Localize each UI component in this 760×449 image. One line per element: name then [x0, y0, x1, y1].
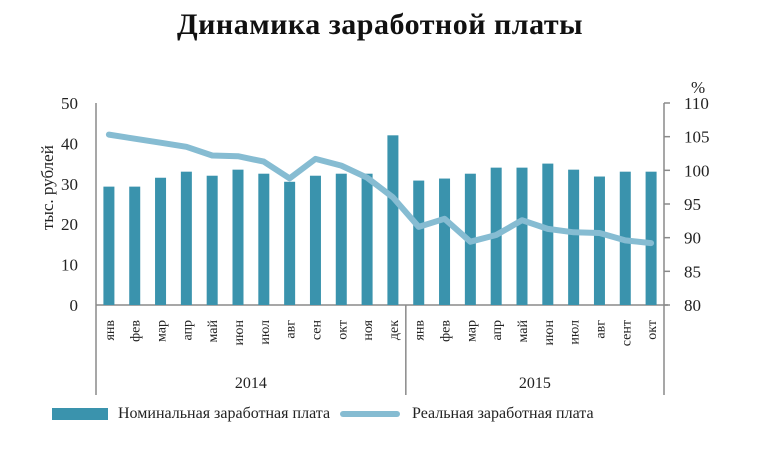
bar-nominal: [542, 163, 554, 305]
bar-nominal: [335, 173, 347, 305]
bar-nominal: [593, 176, 605, 305]
bar-nominal: [645, 171, 657, 305]
month-label: сен: [309, 319, 324, 340]
month-label: окт: [335, 320, 350, 340]
month-label: май: [206, 320, 221, 343]
left-tick-label: 40: [61, 134, 78, 153]
left-tick-label: 0: [70, 296, 79, 315]
right-tick-label: 95: [684, 195, 701, 214]
month-label: авг: [593, 320, 608, 339]
bar-nominal: [155, 177, 167, 305]
month-label: апр: [490, 320, 505, 341]
left-tick-label: 30: [61, 175, 78, 194]
legend-real-swatch: [340, 411, 401, 417]
bar-nominal: [361, 173, 373, 305]
right-tick-label: 110: [684, 94, 709, 113]
month-label: апр: [180, 320, 195, 341]
bar-nominal: [413, 180, 425, 305]
month-label: авг: [284, 320, 299, 339]
bar-nominal: [516, 167, 528, 305]
right-axis-unit: %: [691, 78, 705, 97]
right-tick-label: 90: [684, 229, 701, 248]
line-real: [105, 131, 655, 247]
month-label: сент: [619, 320, 634, 346]
month-label: янв: [103, 320, 118, 341]
month-label: июн: [232, 320, 247, 346]
left-tick-label: 50: [61, 94, 78, 113]
bar-nominal: [258, 173, 270, 305]
bar-nominal: [180, 171, 192, 305]
month-label: окт: [645, 320, 660, 340]
year-label: 2014: [235, 375, 267, 392]
bar-nominal: [439, 178, 451, 305]
month-label: июл: [568, 320, 583, 345]
bar-nominal: [568, 169, 580, 305]
month-label: фев: [439, 320, 454, 342]
y-axis-label: тыс. рублей: [38, 145, 57, 230]
right-tick-label: 85: [684, 262, 701, 281]
month-label: дек: [387, 320, 402, 340]
month-label: июл: [258, 320, 273, 345]
legend-real-label: Реальная заработная плата: [412, 405, 594, 422]
legend-nominal-swatch: [52, 408, 108, 420]
year-label: 2015: [519, 375, 551, 392]
bar-nominal: [387, 135, 399, 305]
month-label: май: [516, 320, 531, 343]
bar-nominal: [206, 175, 218, 305]
month-label: мар: [155, 320, 170, 342]
bar-nominal: [284, 181, 296, 305]
left-tick-label: 20: [61, 215, 78, 234]
left-tick-label: 10: [61, 256, 78, 275]
bar-nominal: [103, 186, 115, 305]
month-label: фев: [129, 320, 144, 342]
bar-nominal: [232, 169, 244, 305]
chart-title: Динамика заработной платы: [176, 8, 583, 41]
legend: Номинальная заработная плата Реальная за…: [52, 405, 594, 423]
right-tick-label: 100: [684, 161, 710, 180]
month-label: янв: [413, 320, 428, 341]
legend-nominal-label: Номинальная заработная плата: [118, 405, 331, 422]
right-tick-label: 105: [684, 128, 710, 147]
month-label: ноя: [361, 319, 376, 340]
month-label: мар: [464, 320, 479, 342]
right-tick-label: 80: [684, 296, 701, 315]
month-label: июн: [542, 320, 557, 346]
bar-nominal: [129, 186, 141, 305]
bar-nominal: [309, 175, 321, 305]
